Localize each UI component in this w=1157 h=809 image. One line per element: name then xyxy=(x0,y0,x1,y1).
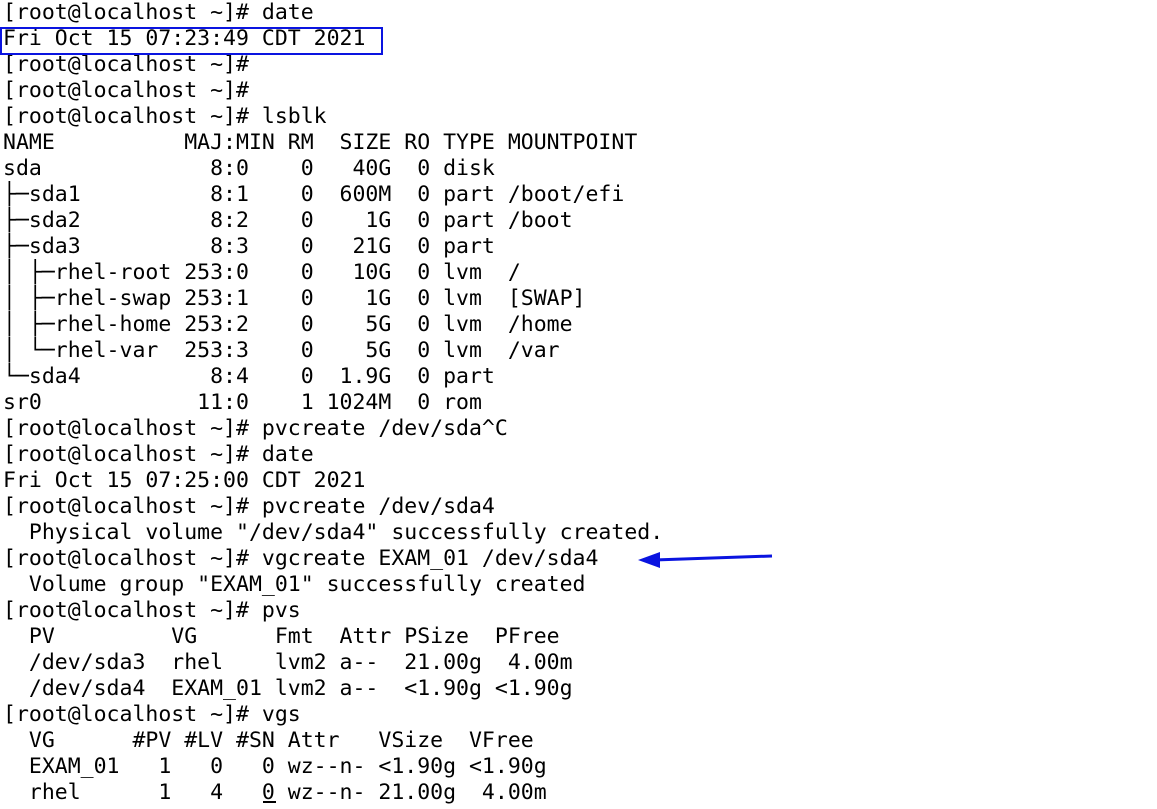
pvs-header-row: PV VG Fmt Attr PSize PFree xyxy=(3,624,560,649)
terminal-line-prompt-pvs: [root@localhost ~]# pvs xyxy=(3,598,301,623)
lsblk-row: └─sda4 8:4 0 1.9G 0 part xyxy=(3,364,495,389)
terminal-line-prompt-lsblk: [root@localhost ~]# lsblk xyxy=(3,104,327,129)
vgs-row: EXAM_01 1 0 0 wz--n- <1.90g <1.90g xyxy=(3,754,547,779)
terminal-line-date-output: Fri Oct 15 07:25:00 CDT 2021 xyxy=(3,468,366,493)
lsblk-row: sda 8:0 0 40G 0 disk xyxy=(3,156,495,181)
terminal-line-prompt-vgs: [root@localhost ~]# vgs xyxy=(3,702,301,727)
lsblk-row: ├─sda1 8:1 0 600M 0 part /boot/efi xyxy=(3,182,625,207)
pvs-row: /dev/sda3 rhel lvm2 a-- 21.00g 4.00m xyxy=(3,650,573,675)
terminal-line-prompt: [root@localhost ~]# xyxy=(3,52,249,77)
lsblk-row: │ └─rhel-var 253:3 0 5G 0 lvm /var xyxy=(3,338,560,363)
lsblk-row: │ ├─rhel-home 253:2 0 5G 0 lvm /home xyxy=(3,312,573,337)
lsblk-header-row: NAME MAJ:MIN RM SIZE RO TYPE MOUNTPOINT xyxy=(3,130,638,155)
terminal-line-prompt-date: [root@localhost ~]# date xyxy=(3,0,314,25)
terminal-line-prompt-pvcreate-cancelled: [root@localhost ~]# pvcreate /dev/sda^C xyxy=(3,416,508,441)
lsblk-row: │ ├─rhel-swap 253:1 0 1G 0 lvm [SWAP] xyxy=(3,286,586,311)
terminal-line-prompt-pvcreate: [root@localhost ~]# pvcreate /dev/sda4 xyxy=(3,494,495,519)
terminal-line-prompt-vgcreate: [root@localhost ~]# vgcreate EXAM_01 /de… xyxy=(3,546,599,571)
terminal-line-date-output: Fri Oct 15 07:23:49 CDT 2021 xyxy=(3,26,366,51)
pvs-row: /dev/sda4 EXAM_01 lvm2 a-- <1.90g <1.90g xyxy=(3,676,573,701)
terminal-line-prompt: [root@localhost ~]# xyxy=(3,78,249,103)
lsblk-row: ├─sda3 8:3 0 21G 0 part xyxy=(3,234,495,259)
text-cursor-underline xyxy=(263,801,276,803)
lsblk-row: ├─sda2 8:2 0 1G 0 part /boot xyxy=(3,208,573,233)
lsblk-row: sr0 11:0 1 1024M 0 rom xyxy=(3,390,482,415)
terminal-line-prompt-date: [root@localhost ~]# date xyxy=(3,442,314,467)
annotation-highlight-box xyxy=(0,27,383,55)
annotation-arrow-icon xyxy=(638,552,773,568)
vgs-row: rhel 1 4 0 wz--n- 21.00g 4.00m xyxy=(3,780,547,805)
terminal-line-pvcreate-output: Physical volume "/dev/sda4" successfully… xyxy=(3,520,664,545)
vgs-header-row: VG #PV #LV #SN Attr VSize VFree xyxy=(3,728,534,753)
lsblk-row: │ ├─rhel-root 253:0 0 10G 0 lvm / xyxy=(3,260,521,285)
terminal-line-vgcreate-output: Volume group "EXAM_01" successfully crea… xyxy=(3,572,586,597)
